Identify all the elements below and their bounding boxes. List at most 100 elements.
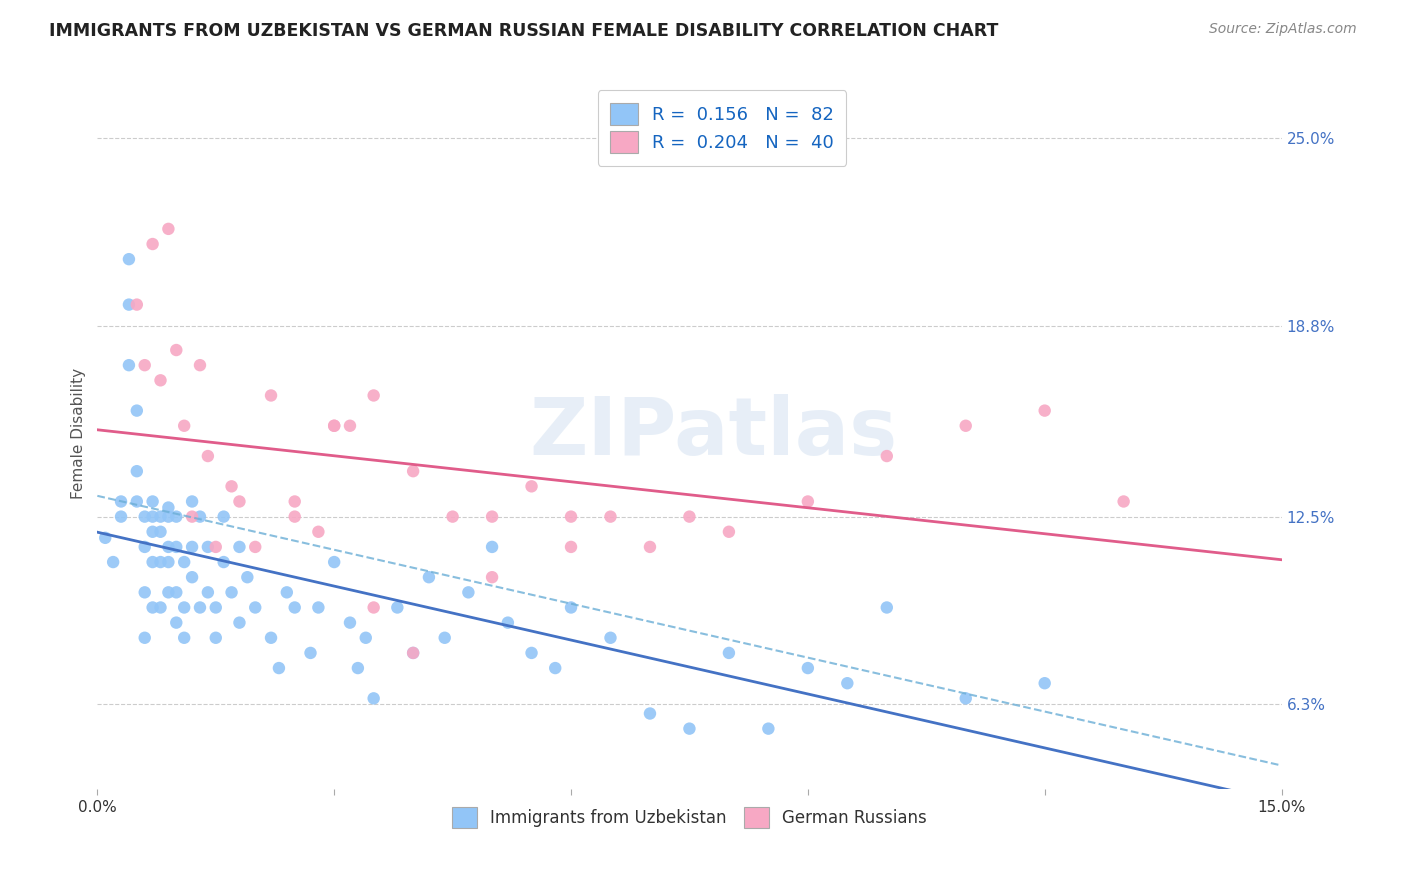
- Point: [125, 464, 148, 478]
- Point: [496, 615, 519, 630]
- Point: [142, 600, 165, 615]
- Text: Source: ZipAtlas.com: Source: ZipAtlas.com: [1209, 22, 1357, 37]
- Point: [307, 600, 329, 615]
- Point: [339, 615, 361, 630]
- Point: [433, 631, 456, 645]
- Point: [260, 388, 283, 402]
- Point: [520, 646, 543, 660]
- Point: [457, 585, 479, 599]
- Point: [260, 631, 283, 645]
- Point: [402, 646, 425, 660]
- Point: [638, 540, 661, 554]
- Point: [118, 358, 141, 372]
- Point: [149, 509, 172, 524]
- Point: [955, 691, 977, 706]
- Point: [599, 631, 621, 645]
- Text: IMMIGRANTS FROM UZBEKISTAN VS GERMAN RUSSIAN FEMALE DISABILITY CORRELATION CHART: IMMIGRANTS FROM UZBEKISTAN VS GERMAN RUS…: [49, 22, 998, 40]
- Point: [284, 509, 307, 524]
- Point: [876, 600, 898, 615]
- Point: [142, 237, 165, 252]
- Point: [797, 494, 820, 508]
- Point: [228, 494, 250, 508]
- Point: [560, 540, 582, 554]
- Point: [134, 585, 156, 599]
- Point: [142, 555, 165, 569]
- Point: [204, 540, 226, 554]
- Point: [94, 531, 117, 545]
- Point: [157, 509, 180, 524]
- Point: [118, 252, 141, 267]
- Point: [212, 555, 235, 569]
- Point: [173, 600, 195, 615]
- Point: [188, 358, 211, 372]
- Point: [678, 722, 700, 736]
- Point: [402, 646, 425, 660]
- Point: [221, 479, 243, 493]
- Point: [165, 615, 187, 630]
- Point: [323, 418, 346, 433]
- Point: [339, 418, 361, 433]
- Point: [149, 555, 172, 569]
- Point: [560, 600, 582, 615]
- Point: [307, 524, 329, 539]
- Point: [678, 509, 700, 524]
- Point: [245, 540, 267, 554]
- Point: [323, 418, 346, 433]
- Point: [717, 524, 740, 539]
- Point: [284, 494, 307, 508]
- Point: [363, 600, 385, 615]
- Point: [955, 418, 977, 433]
- Point: [481, 509, 503, 524]
- Point: [276, 585, 298, 599]
- Point: [599, 509, 621, 524]
- Point: [363, 388, 385, 402]
- Point: [441, 509, 464, 524]
- Point: [149, 373, 172, 387]
- Point: [267, 661, 290, 675]
- Point: [544, 661, 567, 675]
- Point: [188, 509, 211, 524]
- Point: [299, 646, 322, 660]
- Y-axis label: Female Disability: Female Disability: [72, 368, 86, 499]
- Point: [165, 585, 187, 599]
- Point: [1112, 494, 1135, 508]
- Point: [157, 585, 180, 599]
- Point: [142, 494, 165, 508]
- Point: [481, 540, 503, 554]
- Point: [142, 509, 165, 524]
- Point: [134, 540, 156, 554]
- Point: [837, 676, 859, 690]
- Point: [181, 494, 204, 508]
- Point: [173, 631, 195, 645]
- Point: [228, 615, 250, 630]
- Point: [197, 585, 219, 599]
- Point: [1033, 676, 1056, 690]
- Point: [134, 509, 156, 524]
- Point: [118, 297, 141, 311]
- Point: [125, 403, 148, 417]
- Point: [387, 600, 409, 615]
- Point: [142, 524, 165, 539]
- Point: [758, 722, 780, 736]
- Point: [197, 449, 219, 463]
- Point: [717, 646, 740, 660]
- Point: [876, 449, 898, 463]
- Point: [418, 570, 440, 584]
- Point: [157, 555, 180, 569]
- Point: [323, 555, 346, 569]
- Point: [157, 500, 180, 515]
- Legend: Immigrants from Uzbekistan, German Russians: Immigrants from Uzbekistan, German Russi…: [446, 801, 934, 834]
- Point: [204, 631, 226, 645]
- Point: [157, 540, 180, 554]
- Point: [165, 509, 187, 524]
- Point: [181, 509, 204, 524]
- Point: [204, 600, 226, 615]
- Point: [481, 570, 503, 584]
- Point: [520, 479, 543, 493]
- Point: [149, 524, 172, 539]
- Point: [354, 631, 377, 645]
- Point: [125, 494, 148, 508]
- Point: [157, 222, 180, 236]
- Point: [560, 509, 582, 524]
- Point: [134, 631, 156, 645]
